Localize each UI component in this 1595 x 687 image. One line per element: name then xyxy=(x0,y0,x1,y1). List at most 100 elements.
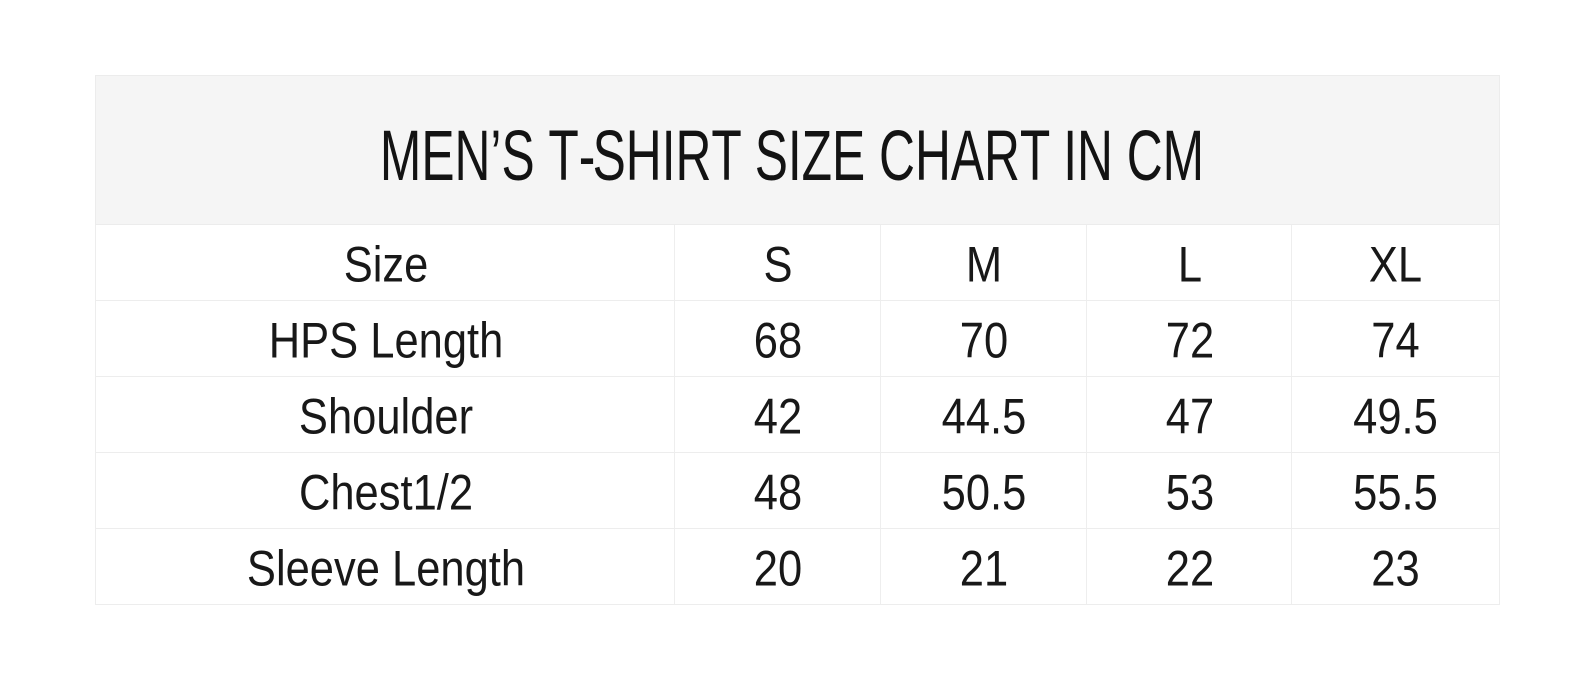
svg-text:X: X xyxy=(1369,237,1398,292)
svg-text:h: h xyxy=(479,313,503,368)
svg-text:e: e xyxy=(355,465,379,520)
svg-text:I: I xyxy=(1063,116,1077,196)
svg-text:8: 8 xyxy=(778,313,802,368)
svg-text:5: 5 xyxy=(1002,389,1026,444)
svg-text:S: S xyxy=(344,237,373,292)
svg-text:H: H xyxy=(269,313,300,368)
svg-text:/: / xyxy=(437,465,450,520)
svg-text:6: 6 xyxy=(754,313,778,368)
svg-text:4: 4 xyxy=(966,389,990,444)
svg-text:g: g xyxy=(443,313,467,368)
svg-text:l: l xyxy=(276,541,286,596)
svg-text:8: 8 xyxy=(778,465,802,520)
svg-text:S: S xyxy=(755,116,788,196)
svg-text:l: l xyxy=(401,389,411,444)
svg-text:E: E xyxy=(832,116,865,196)
svg-text:u: u xyxy=(376,389,400,444)
svg-text:L: L xyxy=(392,541,416,596)
svg-text:.: . xyxy=(990,465,1002,520)
svg-text:I: I xyxy=(662,116,676,196)
svg-text:Z: Z xyxy=(802,116,832,196)
svg-text:0: 0 xyxy=(966,465,990,520)
svg-text:I: I xyxy=(788,116,802,196)
svg-text:n: n xyxy=(440,541,464,596)
svg-text:2: 2 xyxy=(1165,541,1189,596)
svg-text:3: 3 xyxy=(1396,541,1420,596)
svg-text:4: 4 xyxy=(1165,389,1189,444)
svg-text:z: z xyxy=(382,237,404,292)
svg-text:.: . xyxy=(1402,465,1414,520)
svg-text:4: 4 xyxy=(942,389,966,444)
svg-text:5: 5 xyxy=(1353,465,1377,520)
svg-text:A: A xyxy=(951,116,984,196)
svg-text:v: v xyxy=(334,541,356,596)
svg-text:5: 5 xyxy=(1414,465,1438,520)
svg-text:o: o xyxy=(352,389,376,444)
svg-text:C: C xyxy=(1127,116,1163,196)
svg-text:S: S xyxy=(247,541,276,596)
svg-text:h: h xyxy=(330,465,354,520)
svg-text:C: C xyxy=(879,116,915,196)
svg-text:0: 0 xyxy=(778,541,802,596)
svg-text:2: 2 xyxy=(1190,541,1214,596)
svg-text:T: T xyxy=(548,116,578,196)
svg-text:5: 5 xyxy=(942,465,966,520)
svg-text:e: e xyxy=(434,389,458,444)
svg-text:7: 7 xyxy=(1190,389,1214,444)
svg-text:9: 9 xyxy=(1378,389,1402,444)
svg-text:i: i xyxy=(373,237,383,292)
svg-text:2: 2 xyxy=(960,541,984,596)
svg-text:0: 0 xyxy=(984,313,1008,368)
svg-text:2: 2 xyxy=(449,465,473,520)
svg-text:S: S xyxy=(764,237,793,292)
svg-text:r: r xyxy=(459,389,473,444)
svg-text:e: e xyxy=(356,541,380,596)
svg-text:e: e xyxy=(286,541,310,596)
svg-text:S: S xyxy=(329,313,358,368)
svg-text:N: N xyxy=(454,116,490,196)
svg-text:5: 5 xyxy=(1378,465,1402,520)
svg-text:3: 3 xyxy=(1190,465,1214,520)
svg-text:d: d xyxy=(410,389,434,444)
svg-text:.: . xyxy=(1402,389,1414,444)
svg-text:4: 4 xyxy=(754,389,778,444)
svg-text:t: t xyxy=(489,541,501,596)
svg-text:S: S xyxy=(593,116,626,196)
svg-text:M: M xyxy=(1163,116,1204,196)
svg-text:e: e xyxy=(310,541,334,596)
svg-text:S: S xyxy=(501,116,534,196)
svg-text:5: 5 xyxy=(1414,389,1438,444)
svg-text:2: 2 xyxy=(1190,313,1214,368)
svg-text:1: 1 xyxy=(984,541,1008,596)
svg-text:T: T xyxy=(711,116,741,196)
svg-text:t: t xyxy=(401,465,413,520)
svg-text:2: 2 xyxy=(778,389,802,444)
svg-text:M: M xyxy=(966,237,1002,292)
svg-text:L: L xyxy=(1177,237,1201,292)
svg-text:.: . xyxy=(990,389,1002,444)
svg-text:N: N xyxy=(1077,116,1113,196)
svg-text:4: 4 xyxy=(1396,313,1420,368)
svg-text:h: h xyxy=(328,389,352,444)
svg-text:’: ’ xyxy=(490,116,501,196)
svg-text:H: H xyxy=(915,116,951,196)
svg-text:M: M xyxy=(380,116,421,196)
svg-text:T: T xyxy=(1020,116,1050,196)
svg-text:5: 5 xyxy=(1002,465,1026,520)
svg-text:7: 7 xyxy=(1372,313,1396,368)
svg-text:e: e xyxy=(394,313,418,368)
svg-text:h: h xyxy=(501,541,525,596)
svg-text:1: 1 xyxy=(413,465,437,520)
svg-text:R: R xyxy=(676,116,712,196)
svg-text:e: e xyxy=(416,541,440,596)
svg-text:7: 7 xyxy=(960,313,984,368)
svg-text:g: g xyxy=(465,541,489,596)
svg-text:L: L xyxy=(370,313,394,368)
svg-text:R: R xyxy=(984,116,1020,196)
svg-text:L: L xyxy=(1398,237,1422,292)
svg-text:7: 7 xyxy=(1165,313,1189,368)
svg-text:S: S xyxy=(299,389,328,444)
svg-text:4: 4 xyxy=(1353,389,1377,444)
svg-text:n: n xyxy=(419,313,443,368)
svg-text:C: C xyxy=(299,465,330,520)
